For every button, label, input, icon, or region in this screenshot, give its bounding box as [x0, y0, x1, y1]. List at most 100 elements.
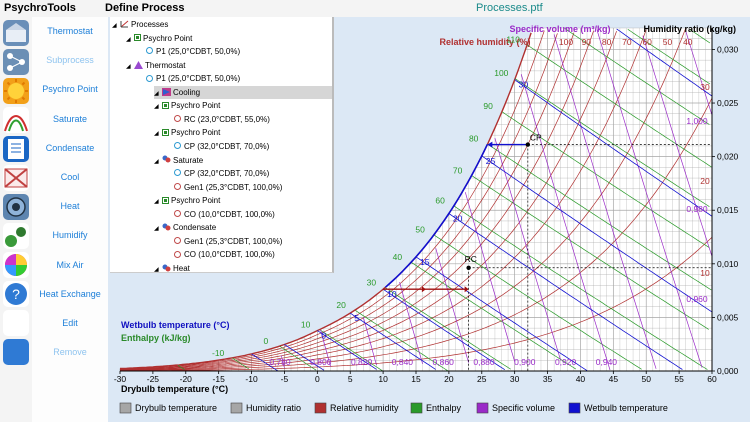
state-point-label: RC — [465, 254, 477, 264]
thermostat-icon[interactable] — [3, 20, 29, 46]
tree-node-label: Heat — [173, 263, 190, 273]
enthalpy-line — [434, 235, 642, 370]
heat-exchange-icon[interactable]: ? — [3, 281, 29, 307]
tree-node[interactable]: ◢ Psychro Point — [112, 99, 220, 112]
legend-label: Relative humidity — [330, 403, 399, 413]
menu-item-humidify[interactable]: Humidify — [52, 230, 88, 241]
specific-volume-tick-label: 0,920 — [555, 357, 577, 367]
humidify-icon[interactable] — [3, 223, 29, 249]
tree-node[interactable]: ◢ Psychro Point — [112, 126, 220, 139]
tree-node[interactable]: CO (10,0°CDBT, 100,0%) — [112, 248, 275, 261]
x-tick-label: 5 — [348, 374, 353, 384]
psychro-point-icon[interactable] — [3, 78, 29, 104]
enthalpy-tick-label: 0 — [263, 336, 268, 346]
enthalpy-line — [411, 262, 576, 370]
process-menu: Thermostat Subprocess Psychro Point Saturat… — [32, 17, 109, 422]
expand-arrow-icon[interactable]: ◢ — [112, 23, 117, 29]
tree-node[interactable]: ◢ Psychro Point — [112, 194, 220, 207]
tree-node-label: P1 (25,0°CDBT, 50,0%) — [156, 74, 241, 84]
specific-volume-axis-label: Specific volume (m³/kg) — [509, 24, 610, 34]
rh-tick-label: 90 — [582, 37, 592, 47]
enthalpy-line — [319, 329, 383, 372]
mix-air-icon[interactable] — [3, 252, 29, 278]
tree-node[interactable]: ◢ Thermostat — [112, 59, 185, 72]
expand-arrow-icon[interactable]: ◢ — [154, 131, 159, 138]
node-point-icon — [174, 250, 181, 258]
tree-node[interactable]: ◢ Processes — [112, 18, 168, 31]
enthalpy-tick-label: 40 — [393, 252, 403, 262]
enthalpy-tick-label: 50 — [415, 225, 425, 235]
tree-node[interactable]: ◢ Psychro Point — [112, 32, 192, 45]
subprocess-icon[interactable] — [3, 49, 29, 75]
menu-item-saturate[interactable]: Saturate — [52, 113, 88, 124]
tree-node[interactable]: ◢ Cooling — [154, 85, 332, 99]
psychro-point-icon — [162, 128, 169, 136]
state-point-marker[interactable] — [466, 265, 471, 270]
specific-volume-line — [494, 138, 562, 361]
rh-tick-label: 40 — [683, 37, 693, 47]
state-point-marker[interactable] — [525, 142, 531, 147]
specific-volume-line — [642, 35, 713, 257]
enthalpy-line — [515, 78, 710, 207]
menu-item-heat-exchange[interactable]: Heat Exchange — [39, 288, 101, 299]
expand-arrow-icon[interactable]: ◢ — [126, 36, 131, 43]
enthalpy-tick-label: -10 — [212, 348, 225, 358]
expand-arrow-icon[interactable]: ◢ — [154, 158, 159, 165]
specific-volume-tick-label: 0,820 — [351, 357, 373, 367]
menu-item-mix-air[interactable]: Mix Air — [56, 259, 84, 270]
cool-icon[interactable] — [3, 165, 29, 191]
wetbulb-tick-label: 30 — [519, 80, 529, 90]
y-tick-label: 0,015 — [717, 205, 739, 215]
menu-item-psychro-point[interactable]: Psychro Point — [42, 84, 98, 95]
menu-item-condensate[interactable]: Condensate — [45, 142, 95, 153]
tree-node[interactable]: ◢ Condensate — [112, 221, 216, 234]
tree-node[interactable]: RC (23,0°CDBT, 55,0%) — [112, 113, 270, 126]
tree-node[interactable]: Gen1 (25,3°CDBT, 100,0%) — [112, 181, 282, 194]
menu-item-thermostat[interactable]: Thermostat — [47, 26, 93, 36]
saturate-icon[interactable] — [3, 107, 29, 133]
expand-arrow-icon[interactable]: ◢ — [154, 226, 159, 233]
specific-volume-tick-label: 0,940 — [596, 357, 618, 367]
x-tick-label: -20 — [180, 374, 193, 384]
menu-item-remove[interactable]: Remove — [53, 347, 87, 358]
expand-arrow-icon[interactable]: ◢ — [154, 104, 159, 111]
saturate-icon — [162, 155, 171, 163]
color-wheel-icon[interactable] — [3, 310, 29, 336]
menu-item-subprocess[interactable]: Subprocess — [46, 55, 94, 66]
tree-node[interactable]: ◢ Heat — [112, 262, 190, 273]
enthalpy-line — [501, 111, 710, 248]
enthalpy-line — [627, 29, 711, 85]
tree-node[interactable]: ◢ Saturate — [112, 154, 203, 167]
x-tick-label: -25 — [147, 374, 160, 384]
tree-node[interactable]: CO (10,0°CDBT, 100,0%) — [112, 208, 275, 221]
wetbulb-axis-label: Wetbulb temperature (°C) — [121, 320, 229, 330]
expand-arrow-icon[interactable]: ◢ — [154, 199, 159, 206]
expand-arrow-icon[interactable]: ◢ — [154, 266, 159, 273]
file-name: Processes.ptf — [476, 2, 543, 14]
heat-icon[interactable] — [3, 194, 29, 220]
enthalpy-tick-label: 20 — [336, 300, 346, 310]
tree-node[interactable]: CP (32,0°CDBT, 70,0%) — [112, 140, 269, 153]
tree-node[interactable]: P1 (25,0°CDBT, 50,0%) — [112, 45, 240, 58]
wetbulb-line — [382, 288, 506, 371]
condensate-icon[interactable] — [3, 136, 29, 162]
menu-item-cool[interactable]: Cool — [60, 172, 80, 182]
enthalpy-tick-label: 110 — [506, 35, 520, 45]
legend-swatch — [568, 402, 581, 414]
enthalpy-line — [454, 205, 708, 370]
menu-item-heat[interactable]: Heat — [60, 201, 80, 212]
menu-item-edit[interactable]: Edit — [62, 318, 78, 328]
enthalpy-tick-label: 90 — [483, 101, 493, 111]
enthalpy-line — [279, 346, 317, 371]
tree-node[interactable]: Gen1 (25,3°CDBT, 100,0%) — [112, 235, 282, 248]
y-tick-label: 0,020 — [717, 152, 739, 162]
specific-volume-line — [399, 282, 423, 364]
expand-arrow-icon[interactable]: ◢ — [154, 90, 159, 97]
help-icon[interactable] — [3, 339, 29, 365]
process-tree[interactable]: ◢ Processes ◢ Psychro Point P1 (25,0°CDBT, 5… — [110, 17, 334, 273]
enthalpy-line — [487, 143, 712, 291]
tree-node[interactable]: CP (32,0°CDBT, 70,0%) — [112, 167, 269, 180]
expand-arrow-icon[interactable]: ◢ — [126, 63, 131, 70]
enthalpy-line — [385, 287, 511, 370]
tree-node[interactable]: P1 (25,0°CDBT, 50,0%) — [112, 72, 240, 85]
